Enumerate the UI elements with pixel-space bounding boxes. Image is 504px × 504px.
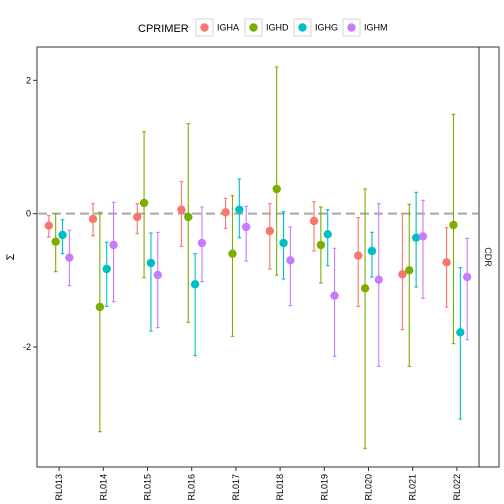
- data-point: [279, 238, 288, 248]
- data-point: [462, 272, 472, 282]
- legend-key-point: [298, 23, 307, 32]
- data-point: [241, 222, 251, 232]
- data-point: [354, 251, 363, 260]
- y-axis-title: Σ: [5, 253, 17, 260]
- y-tick-label: 2: [26, 75, 31, 85]
- x-tick-label: RL014: [98, 474, 108, 501]
- data-point: [442, 258, 451, 267]
- legend: CPRIMER IGHA IGHD IGHG IGHM: [138, 18, 388, 37]
- data-point: [228, 249, 237, 258]
- legend-title: CPRIMER: [138, 23, 189, 35]
- y-axis: -2 0 2: [23, 75, 37, 352]
- data-point: [88, 214, 98, 224]
- legend-label: IGHG: [315, 23, 338, 33]
- error-bar: [458, 267, 463, 420]
- error-bar: [98, 211, 102, 433]
- data-point: [265, 226, 275, 236]
- error-bar: [407, 203, 412, 367]
- x-tick-label: RL016: [187, 474, 197, 501]
- error-bar: [179, 181, 184, 247]
- data-point: [398, 270, 407, 279]
- legend-entry: IGHA: [195, 18, 239, 37]
- x-tick-label: RL019: [319, 474, 329, 501]
- error-bar: [104, 241, 109, 307]
- x-tick-label: RL022: [452, 474, 462, 501]
- data-point: [177, 205, 186, 214]
- error-bar: [244, 205, 248, 262]
- data-point: [190, 280, 200, 289]
- x-tick-label: RL018: [275, 474, 285, 501]
- data-point: [65, 253, 74, 262]
- facet-strip-background: [478, 46, 500, 468]
- x-tick-label: RL020: [364, 474, 374, 501]
- error-bar: [268, 203, 272, 270]
- data-point: [272, 184, 281, 194]
- error-bar: [274, 66, 279, 276]
- y-tick-label: 0: [26, 209, 31, 219]
- data-point: [360, 284, 370, 293]
- data-point: [102, 264, 111, 274]
- data-point: [405, 266, 414, 275]
- data-point: [197, 238, 207, 248]
- legend-label: IGHM: [364, 23, 388, 33]
- x-tick-label: RL017: [231, 474, 241, 501]
- data-point: [184, 212, 193, 222]
- legend-key-point: [200, 23, 209, 32]
- data-point: [109, 240, 118, 250]
- data-point: [309, 216, 319, 226]
- error-bar: [421, 199, 425, 299]
- error-bar: [356, 217, 361, 307]
- data-point: [139, 198, 149, 208]
- data-point: [374, 275, 383, 284]
- error-bar: [363, 188, 367, 449]
- plot-panel: [36, 46, 480, 468]
- data-point: [95, 302, 105, 312]
- data-point: [449, 220, 458, 230]
- data-point: [456, 328, 465, 337]
- error-bar: [149, 232, 153, 332]
- legend-label: IGHD: [266, 23, 289, 33]
- error-bar: [312, 201, 316, 252]
- error-bar: [288, 226, 293, 307]
- data-point: [51, 237, 60, 246]
- data-point: [235, 205, 244, 214]
- data-point: [411, 233, 421, 242]
- data-point: [286, 256, 295, 265]
- legend-label: IGHA: [217, 23, 239, 33]
- error-bar: [376, 203, 381, 367]
- error-bar: [332, 247, 337, 357]
- data-point: [367, 246, 377, 256]
- x-tick-label: RL013: [54, 474, 64, 501]
- x-axis: RL013 RL014 RL015 RL016 RL017 RL018 RL019 RL020…: [54, 467, 462, 501]
- error-bar: [444, 227, 449, 308]
- facet-strip: CDR: [478, 46, 500, 468]
- legend-entry: IGHG: [293, 18, 338, 37]
- data-point: [418, 232, 428, 241]
- legend-entry: IGHD: [244, 18, 289, 37]
- data-point: [323, 230, 332, 239]
- error-bar: [111, 201, 116, 303]
- legend-key-point: [249, 23, 258, 32]
- data-point: [221, 208, 230, 217]
- x-tick-label: RL021: [408, 474, 418, 501]
- error-bar: [465, 237, 469, 341]
- data-point: [330, 291, 339, 300]
- error-bar: [193, 253, 197, 357]
- data-point: [316, 240, 326, 250]
- y-tick-label: -2: [23, 342, 31, 352]
- error-bar: [155, 231, 160, 329]
- data-point: [153, 270, 162, 280]
- data-point: [133, 212, 142, 222]
- points: [44, 184, 472, 337]
- legend-key-point: [347, 23, 356, 32]
- legend-entry: IGHM: [342, 18, 388, 37]
- data-point: [44, 221, 54, 230]
- error-bar: [186, 123, 191, 323]
- data-point: [58, 230, 67, 240]
- x-tick-label: RL015: [143, 474, 153, 501]
- error-bar: [230, 195, 235, 337]
- data-point: [146, 258, 156, 268]
- facet-label: CDR: [483, 247, 493, 267]
